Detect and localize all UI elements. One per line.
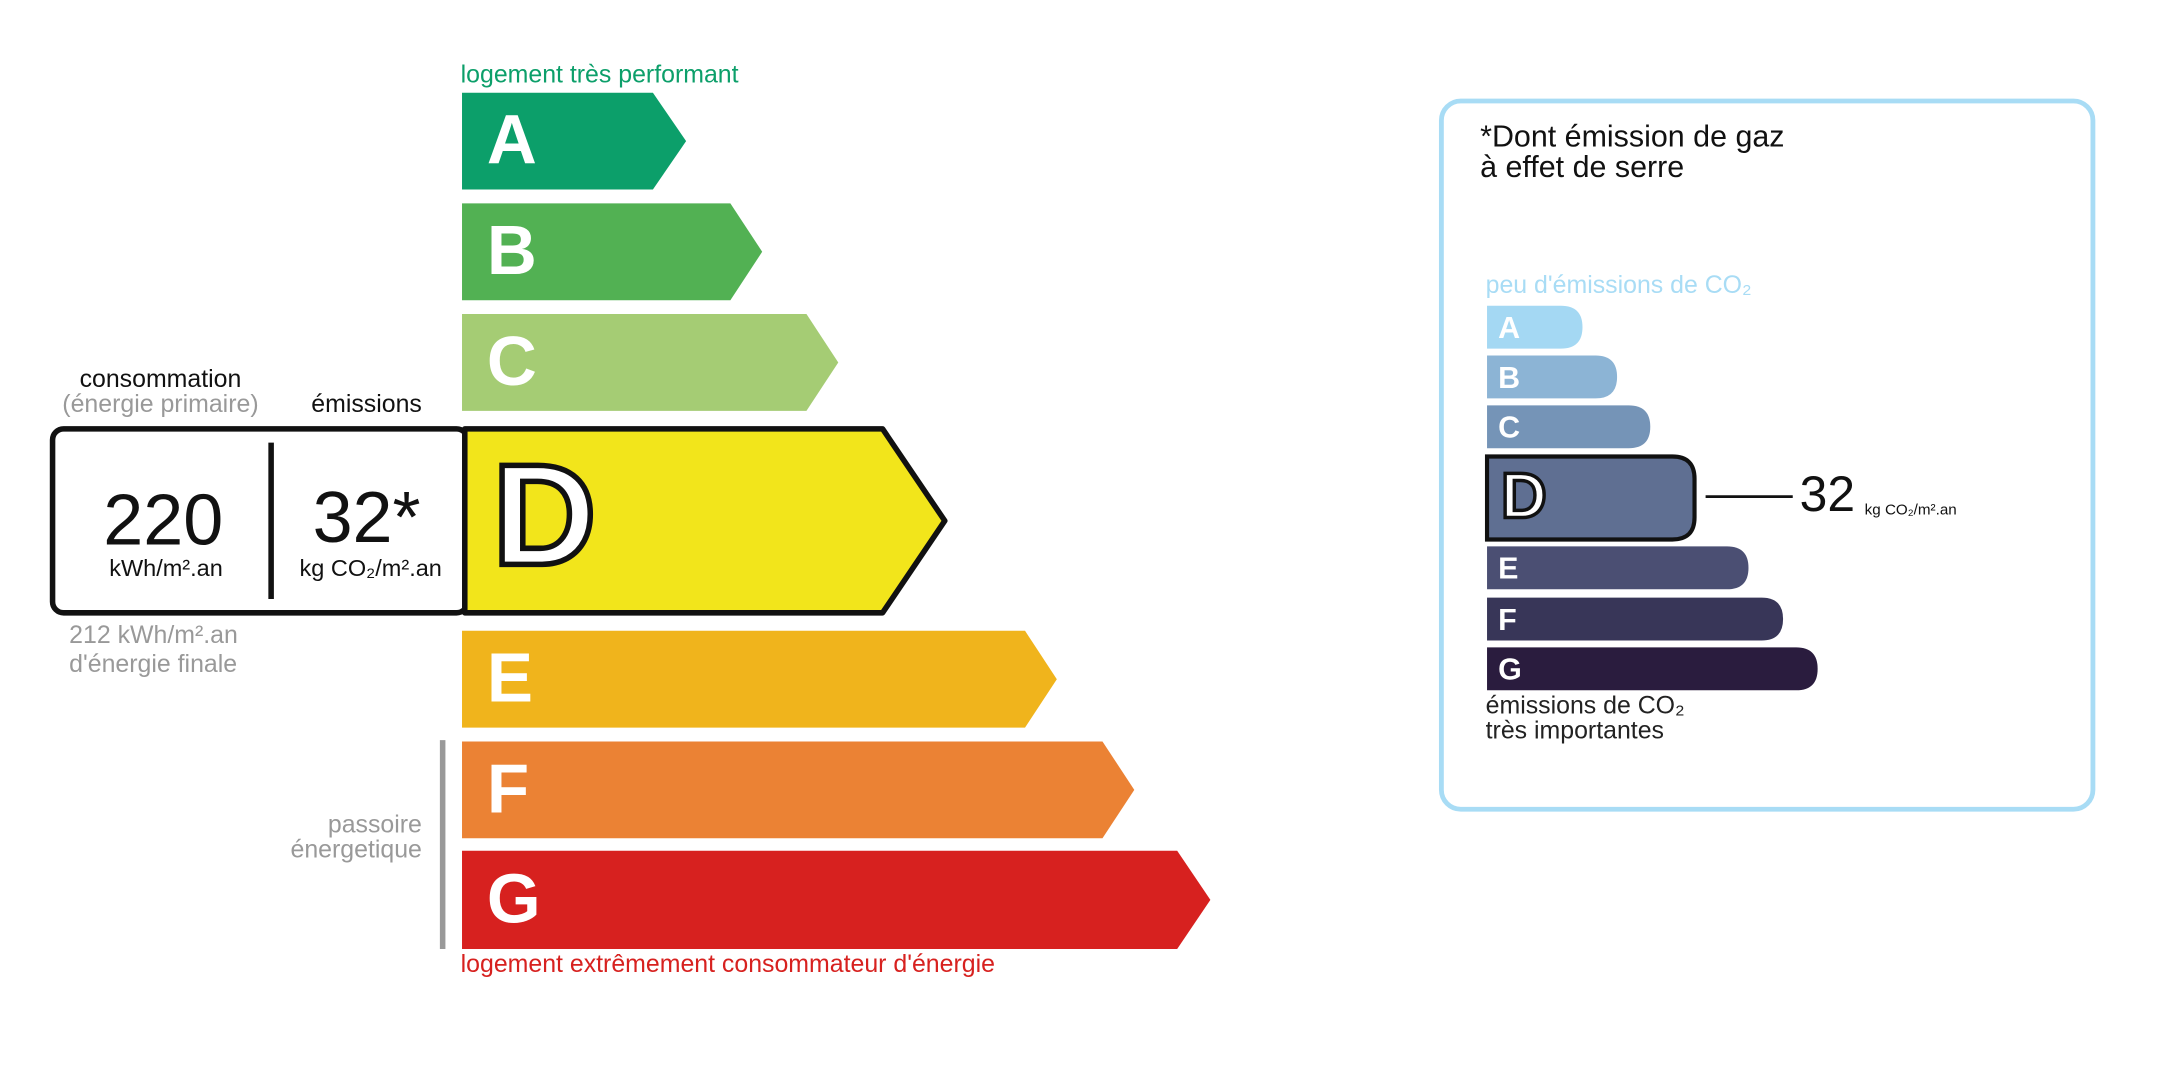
energy-class-letter: G [487,859,541,937]
climate-bottom-label: très importantes [1486,716,1664,744]
consumption-value: 220 [103,481,223,561]
energy-class-arrow [462,426,948,616]
climate-class-letter: C [1498,411,1520,445]
climate-class-letter: G [1498,653,1522,687]
climate-class-bar [1487,647,1818,691]
final-energy-value: 212 kWh/m².an [69,621,238,649]
climate-class-bar [1487,355,1618,399]
climate-class-bar [1487,546,1749,590]
energy-class-letter: A [487,101,537,179]
passoire-label: passoire [328,810,422,838]
energy-class-arrow [462,203,763,301]
climate-class-bar [1484,454,1697,542]
climate-class-letter: E [1498,552,1518,586]
climate-value: 32 [1800,466,1855,522]
energy-class-letter: B [487,211,537,289]
energy-class-letter: E [487,639,533,717]
bottom-label: logement extrêmement consommateur d'éner… [461,950,995,978]
climate-unit: kg CO₂/m².an [1865,501,1957,518]
climate-class-bar [1487,405,1651,449]
climate-bottom-label: émissions de CO₂ [1486,691,1685,719]
emissions-title: émissions [311,390,422,418]
energy-class-arrow [462,741,1135,839]
climate-class-letter: A [1498,311,1520,345]
climate-top-label: peu d'émissions de CO₂ [1486,271,1752,299]
energy-class-arrow [462,92,687,190]
emissions-unit: kg CO₂/m².an [300,555,442,581]
climate-class-letter: F [1498,603,1517,637]
climate-class-bar [1487,305,1583,349]
climate-title: à effet de serre [1480,150,1684,184]
climate-class-letter: B [1498,361,1520,395]
climate-class-letter: D [1501,461,1547,532]
consumption-unit: kWh/m².an [109,555,223,581]
consumption-subtitle: (énergie primaire) [62,390,258,418]
energy-class-arrow [462,314,839,411]
energy-class-arrow [462,850,1211,949]
energy-class-letter: F [487,749,529,827]
energy-class-letter: D [492,435,596,595]
emissions-value: 32* [313,478,421,558]
climate-class-bar [1487,597,1784,641]
passoire-label: énergetique [290,835,421,863]
climate-title: *Dont émission de gaz [1480,119,1784,153]
energy-class-arrow [462,630,1057,728]
consumption-title: consommation [80,365,242,393]
top-label: logement très performant [461,61,739,89]
final-energy-label: d'énergie finale [69,650,237,678]
energy-class-letter: C [487,322,537,400]
